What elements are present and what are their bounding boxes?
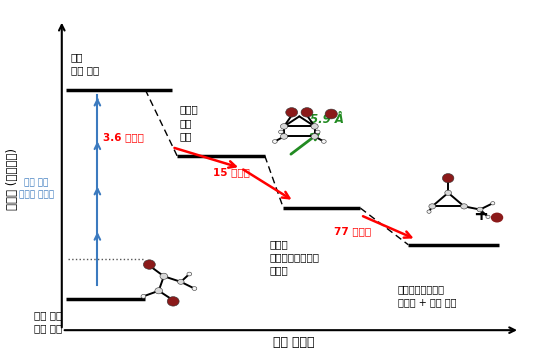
Ellipse shape: [325, 109, 338, 119]
Ellipse shape: [280, 134, 288, 139]
Text: 반응 좌표계: 반응 좌표계: [273, 336, 315, 350]
Text: 모노브로모프로판
양이온 + 브롬 원자: 모노브로모프로판 양이온 + 브롬 원자: [397, 284, 456, 307]
Ellipse shape: [155, 288, 163, 294]
Ellipse shape: [321, 140, 326, 143]
Ellipse shape: [280, 124, 288, 129]
Ellipse shape: [178, 279, 184, 285]
Ellipse shape: [427, 210, 431, 213]
Ellipse shape: [486, 215, 490, 218]
Text: 공진 강화
다광자 이온화: 공진 강화 다광자 이온화: [19, 178, 54, 200]
Text: 15 피코초: 15 피코초: [213, 167, 250, 177]
Text: 이온
여기 상태: 이온 여기 상태: [71, 52, 99, 75]
Ellipse shape: [491, 202, 495, 205]
Ellipse shape: [311, 124, 318, 129]
Ellipse shape: [160, 273, 167, 279]
Ellipse shape: [141, 295, 146, 298]
Ellipse shape: [279, 130, 284, 134]
Text: 에너지 (전자볼트): 에너지 (전자볼트): [6, 147, 19, 210]
Ellipse shape: [429, 204, 436, 209]
Ellipse shape: [461, 204, 468, 209]
Ellipse shape: [286, 107, 298, 117]
Ellipse shape: [477, 207, 483, 212]
Text: 3.6 피코초: 3.6 피코초: [103, 132, 144, 142]
Ellipse shape: [301, 107, 313, 117]
Ellipse shape: [311, 134, 318, 139]
Text: 구조적
암첨
상태: 구조적 암첨 상태: [180, 105, 199, 141]
Ellipse shape: [442, 174, 454, 183]
Ellipse shape: [187, 272, 192, 276]
Ellipse shape: [192, 287, 197, 291]
Ellipse shape: [445, 190, 451, 195]
Text: 5.9 Å: 5.9 Å: [310, 113, 344, 126]
Text: 아이소
다이브로모프로판
양이온: 아이소 다이브로모프로판 양이온: [269, 239, 319, 275]
Ellipse shape: [491, 212, 503, 222]
Ellipse shape: [315, 130, 320, 134]
Text: 77 피코초: 77 피코초: [334, 226, 371, 236]
Ellipse shape: [144, 260, 156, 269]
Ellipse shape: [273, 140, 277, 143]
Ellipse shape: [167, 297, 179, 306]
Text: +: +: [473, 206, 488, 224]
Text: 중성 분자
바닥 상태: 중성 분자 바닥 상태: [33, 310, 62, 333]
